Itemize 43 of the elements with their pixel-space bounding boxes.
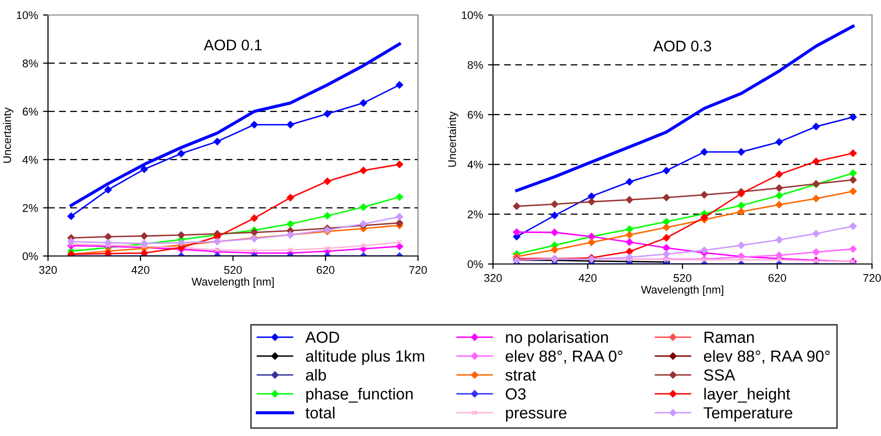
- y-tick-label: 10%: [16, 11, 38, 20]
- x-tick-label: 720: [409, 266, 427, 274]
- y-tick-label: 4%: [22, 156, 38, 164]
- legend-label: Raman: [704, 332, 754, 343]
- x-tick-label: 420: [131, 266, 150, 274]
- y-tick-label: 8%: [22, 59, 38, 68]
- y-tick-label: 8%: [468, 61, 483, 69]
- legend-label: altitude plus 1km: [306, 350, 424, 365]
- legend-label: pressure: [506, 410, 566, 422]
- legend-label: no polarisation: [506, 331, 608, 346]
- y-tick-label: 0%: [468, 260, 483, 268]
- y-tick-label: 2%: [22, 204, 38, 212]
- legend-label: Temperature: [704, 407, 792, 422]
- x-tick-label: 520: [224, 266, 242, 274]
- x-tick-label: 620: [768, 274, 786, 282]
- x-tick-label: 720: [863, 274, 881, 282]
- legend-label: phase_function: [306, 388, 413, 403]
- text: AOD 0.3: [653, 40, 712, 52]
- x-tick-label: 520: [674, 274, 692, 282]
- y-axis-title: Uncertainty: [2, 107, 14, 163]
- x-tick-label: 420: [578, 274, 597, 282]
- legend-label: total: [306, 406, 334, 418]
- x-axis-title: Wavelength [nm]: [192, 277, 274, 288]
- x-tick-label: 320: [484, 274, 502, 282]
- legend-label: strat: [505, 370, 536, 381]
- x-tick-label: 320: [39, 266, 57, 274]
- x-tick-label: 620: [316, 266, 334, 274]
- y-tick-label: 0%: [22, 252, 38, 260]
- legend-label: layer_height: [704, 388, 790, 403]
- x-axis-title: Wavelength [nm]: [641, 285, 724, 296]
- y-tick-label: 4%: [467, 160, 483, 168]
- legend-label: SSA: [704, 369, 736, 381]
- legend-label: elev 88°, RAA 90°: [704, 350, 830, 364]
- legend-label: elev 88°, RAA 0°: [506, 350, 622, 364]
- y-tick-label: 6%: [468, 110, 483, 119]
- legend-label: AOD: [305, 332, 340, 343]
- y-axis-title: Uncertainty: [448, 111, 458, 167]
- y-tick-label: 10%: [462, 11, 483, 20]
- y-tick-label: 2%: [468, 210, 483, 218]
- legend-label: O3: [506, 388, 526, 400]
- legend-label: alb: [306, 368, 326, 381]
- y-tick-label: 6%: [22, 108, 38, 116]
- text: AOD 0.1: [204, 40, 262, 50]
